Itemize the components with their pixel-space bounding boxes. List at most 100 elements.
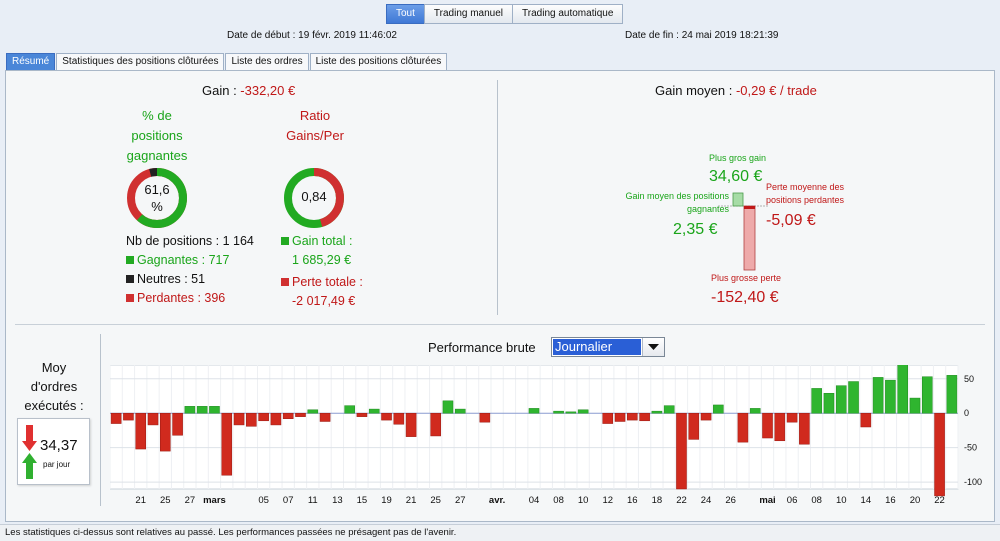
x-tick-label: 10	[836, 495, 847, 506]
disclaimer-footer: Les statistiques ci-dessus sont relative…	[0, 524, 1000, 541]
loss-bar	[627, 412, 638, 421]
x-tick-label: 18	[652, 495, 663, 506]
loss-bar	[123, 412, 134, 421]
loss-bar	[319, 412, 331, 422]
gain-bar	[713, 404, 724, 414]
avg-gain-label-line: gagnantes	[686, 204, 729, 214]
tab-orders[interactable]: Liste des ordres	[225, 53, 309, 70]
tab-closed-stats[interactable]: Statistiques des positions clôturées	[56, 53, 225, 70]
x-tick-label: 16	[885, 495, 896, 506]
avg-loss-value: -5,09 €	[766, 212, 816, 229]
loss-bar	[135, 412, 147, 450]
y-tick-label: 0	[964, 408, 969, 418]
period-select[interactable]: Journalier	[551, 337, 665, 357]
x-tick-label: 19	[381, 495, 392, 506]
gain-bar	[344, 405, 355, 414]
x-tick-label: 16	[627, 495, 638, 506]
green-square-icon	[126, 256, 134, 264]
loss-bar	[233, 412, 245, 426]
dropdown-button[interactable]	[642, 338, 664, 356]
x-tick-label: 24	[701, 495, 712, 506]
loss-bar	[688, 412, 700, 440]
winning-count-text: Gagnantes : 717	[137, 253, 230, 267]
ratio-value: 0,84	[301, 189, 327, 204]
x-tick-label: 22	[934, 495, 945, 506]
loss-bar	[430, 412, 441, 437]
x-tick-label: 14	[861, 495, 872, 506]
x-tick-label: avr.	[489, 495, 505, 506]
loss-bar	[786, 412, 798, 423]
max-loss-bar	[743, 205, 756, 271]
win-rate-label-line: positions	[131, 128, 183, 143]
performance-title: Performance brute	[428, 340, 536, 355]
mode-tout-button[interactable]: Tout	[386, 4, 425, 24]
y-tick-label: -50	[964, 443, 977, 453]
total-gain-label: Gain total :	[281, 234, 352, 248]
x-tick-label: 08	[553, 495, 564, 506]
chevron-down-icon	[648, 344, 659, 350]
tab-resume[interactable]: Résumé	[6, 53, 56, 70]
gain-bar	[553, 410, 564, 414]
avg-loss-bar	[744, 206, 755, 209]
x-tick-label: mai	[759, 495, 775, 506]
gain-bar	[368, 408, 380, 414]
gain-bar	[872, 377, 884, 414]
orders-per-day-card: 34,37 par jour	[17, 418, 90, 485]
loss-bar	[405, 412, 417, 437]
gain-bar	[528, 408, 540, 414]
up-down-arrows-icon	[22, 425, 37, 479]
loss-bar	[282, 412, 294, 419]
loss-bar	[295, 412, 306, 417]
loss-bar	[639, 412, 650, 422]
x-tick-label: 10	[578, 495, 589, 506]
x-tick-label: 05	[258, 495, 269, 506]
gain-bar	[823, 392, 835, 414]
loss-bar	[799, 412, 810, 445]
gain-title: Gain : -332,20 €	[202, 83, 295, 98]
horizontal-divider	[15, 324, 985, 325]
y-tick-label: -100	[964, 477, 982, 487]
mode-auto-button[interactable]: Trading automatique	[512, 4, 624, 24]
ratio-label: Ratio Gains/Per	[280, 106, 350, 146]
mode-manual-button[interactable]: Trading manuel	[423, 4, 514, 24]
gain-value: -332,20 €	[240, 83, 296, 98]
x-tick-label: 15	[357, 495, 368, 506]
max-loss-label: Plus grosse perte	[711, 273, 782, 283]
orders-label-line: Moy	[41, 360, 67, 375]
loss-bar	[258, 412, 269, 422]
avg-gain-value: -0,29 € / trade	[735, 83, 817, 98]
gain-loss-bar-diagram	[718, 192, 768, 271]
loss-bar	[356, 412, 368, 417]
gain-bar	[921, 376, 933, 414]
gain-bar	[848, 381, 859, 414]
gain-bar	[577, 409, 589, 414]
avg-gain-title: Gain moyen : -0,29 € / trade	[655, 83, 817, 98]
win-rate-label-line: % de	[142, 108, 172, 123]
orders-per-day-label: Moy d'ordres exécutés :	[14, 358, 94, 415]
red-square-icon	[126, 294, 134, 302]
chart-plot-area	[110, 365, 959, 490]
gain-bar	[209, 406, 220, 414]
mode-selector: Tout Trading manuel Trading automatique	[386, 4, 624, 24]
loss-bar	[381, 412, 392, 421]
win-rate-value: 61,6 %	[144, 182, 170, 214]
avg-gain-label: Gain moyen des positions gagnantes	[609, 190, 729, 216]
gain-bar	[196, 406, 208, 414]
x-tick-label: 12	[602, 495, 613, 506]
avg-loss-label: Perte moyenne des positions perdantes	[766, 181, 844, 207]
start-date: Date de début : 19 févr. 2019 11:46:02	[227, 30, 397, 41]
gain-bar	[454, 408, 466, 414]
avg-gain-value-big: 2,35 €	[673, 221, 718, 238]
total-gain-value: 1 685,29 €	[292, 253, 352, 267]
x-tick-label: 20	[910, 495, 921, 506]
x-tick-label: 22	[676, 495, 687, 506]
donut-ratio-arc	[284, 168, 344, 228]
gain-label: Gain :	[202, 83, 241, 98]
tab-closed-positions[interactable]: Liste des positions clôturées	[309, 53, 448, 70]
gain-bar	[897, 365, 908, 414]
max-gain-label: Plus gros gain	[709, 153, 767, 163]
losing-count: Perdantes : 396	[126, 291, 225, 305]
loss-bar	[479, 412, 491, 423]
avg-gain-label: Gain moyen :	[655, 83, 736, 98]
x-tick-label: 04	[529, 495, 540, 506]
